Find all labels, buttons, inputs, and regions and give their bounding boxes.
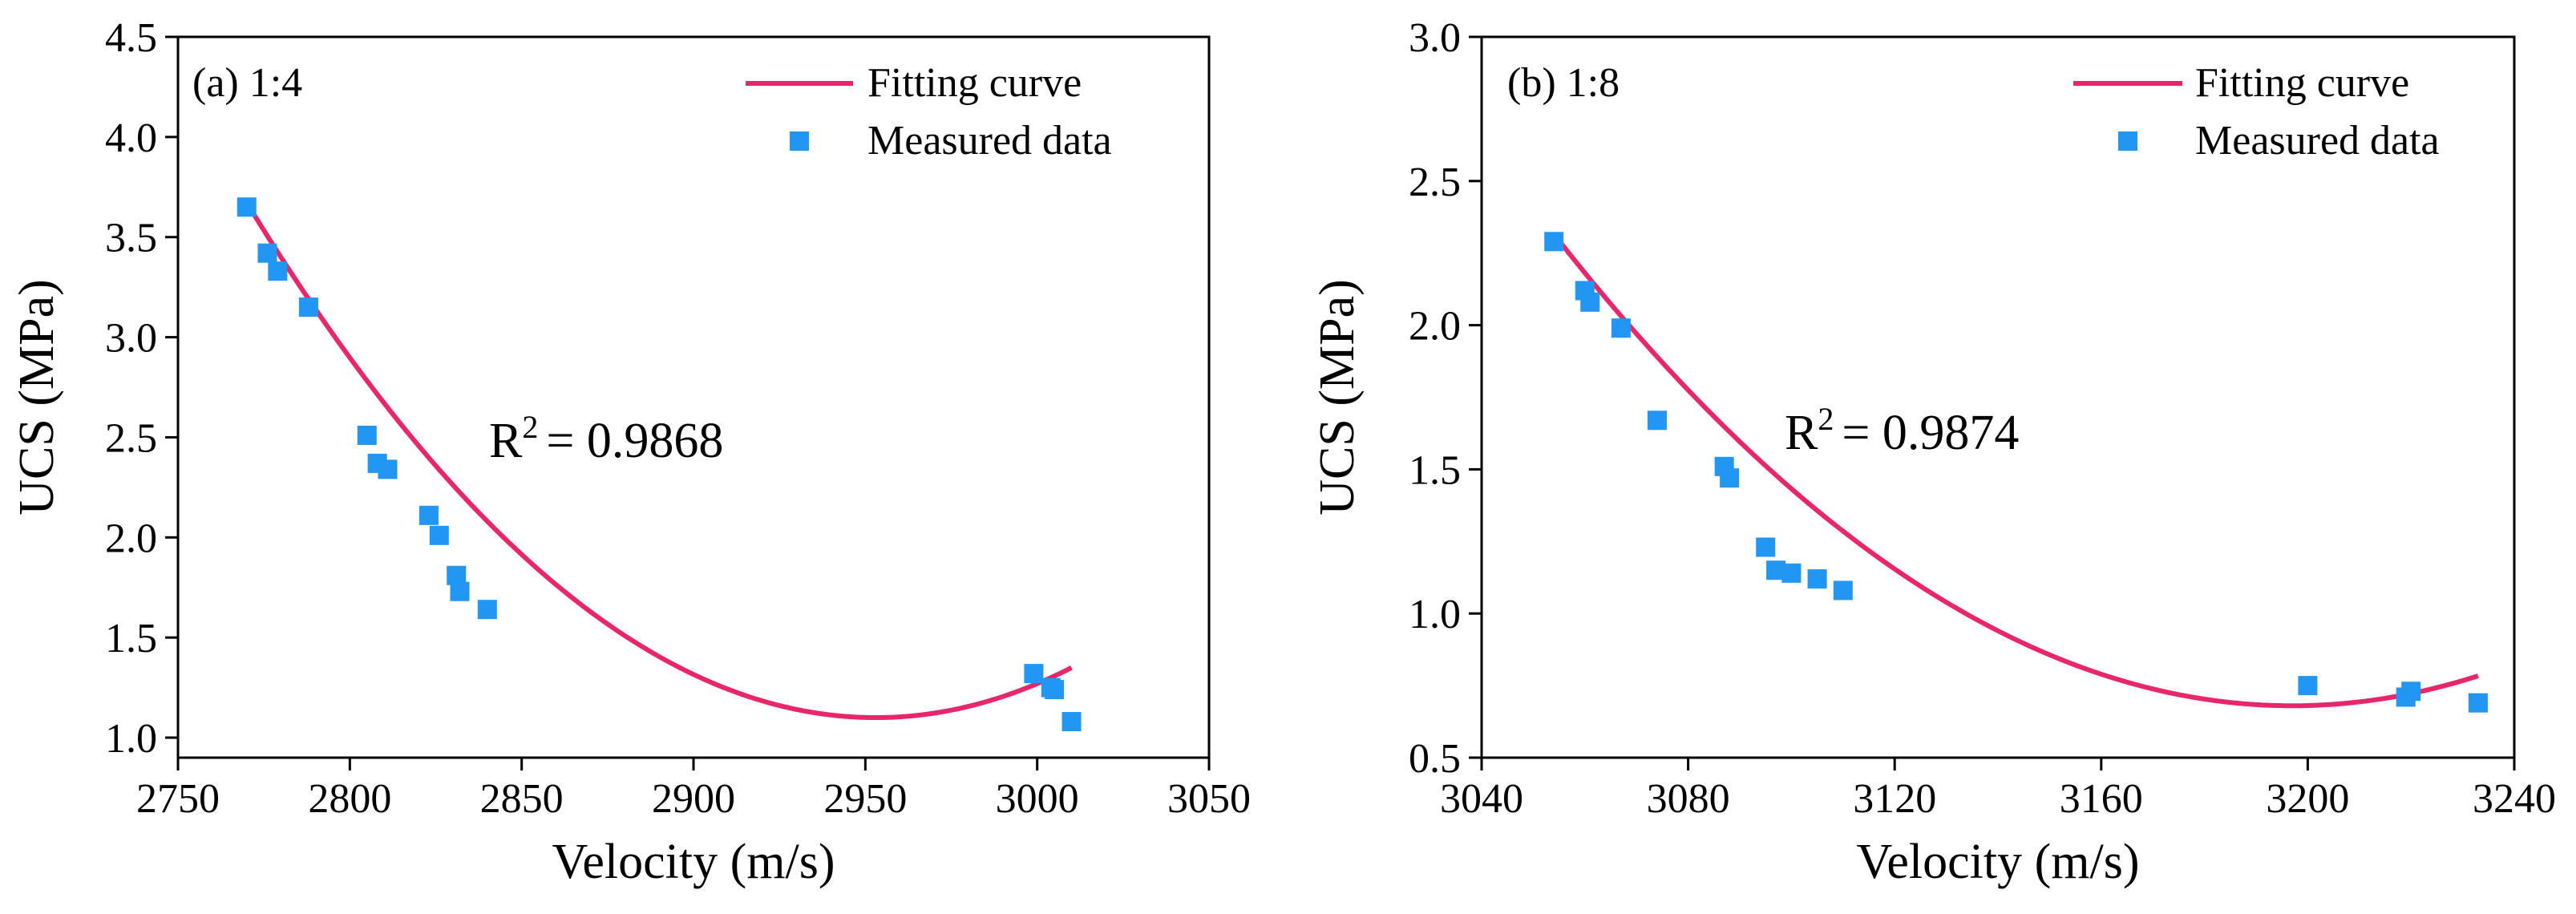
y-axis-title: UCS (MPa) [10, 279, 64, 516]
y-tick-label: 2.5 [105, 415, 157, 461]
plot-frame [1480, 35, 2516, 759]
r-squared-value: = 0.9874 [1842, 406, 2019, 460]
y-tick-label: 1.0 [1409, 592, 1461, 637]
r-squared-superscript: 2 [1818, 401, 1834, 437]
x-tick-label: 3040 [1440, 776, 1523, 822]
measured-data-point [450, 581, 470, 601]
legend-fitting-curve-label: Fitting curve [867, 60, 1082, 106]
x-tick-label: 3160 [2060, 776, 2143, 822]
measured-data-point [1045, 680, 1065, 700]
y-tick-label: 3.0 [105, 316, 157, 362]
y-tick-label: 4.0 [105, 115, 157, 161]
y-tick-label: 4.5 [105, 15, 157, 61]
x-tick-label: 3050 [1167, 776, 1251, 822]
y-tick-label: 1.5 [1409, 447, 1461, 493]
x-tick-label: 3240 [2473, 776, 2556, 822]
r-squared-base: R [1785, 406, 1818, 460]
measured-data-point [2468, 693, 2488, 713]
x-tick-label: 2750 [136, 776, 220, 822]
measured-data-point [357, 425, 377, 445]
panel-a: 2750 2800 2850 2900 2950 3000 3050 1.0 1.5 2.0 2.5… [10, 15, 1251, 889]
legend-measured-data-label: Measured data [2195, 118, 2440, 164]
panel-b: 3040 3080 3120 3160 3200 3240 0.5 1.0 1.5 2.0 2.5 3… [1310, 15, 2556, 889]
x-tick-label: 2850 [480, 776, 564, 822]
r-squared-superscript: 2 [522, 409, 538, 445]
y-tick-label: 3.5 [105, 216, 157, 261]
panel-label: (a) 1:4 [192, 60, 302, 106]
y-tick-label: 2.0 [1409, 304, 1461, 350]
measured-data-point [477, 600, 497, 620]
panel-label: (b) 1:8 [1507, 60, 1620, 106]
legend-measured-data-label: Measured data [867, 118, 1112, 164]
measured-data-point [268, 261, 288, 281]
measured-data-point [1544, 232, 1564, 252]
measured-data-point [429, 525, 449, 545]
x-axis-title: Velocity (m/s) [1857, 835, 2140, 889]
measured-data-point [2298, 676, 2318, 696]
fitting-curve-line [1551, 233, 2479, 709]
r-squared-base: R [489, 414, 523, 468]
measured-data-point [298, 297, 318, 317]
legend-fitting-curve-label: Fitting curve [2195, 60, 2409, 106]
x-tick-label: 3000 [996, 776, 1079, 822]
y-tick-label: 2.0 [105, 516, 157, 561]
y-axis-title: UCS (MPa) [1310, 279, 1365, 516]
measured-data-point [1720, 468, 1740, 488]
measured-data-point [1781, 563, 1802, 583]
y-tick-label: 1.5 [105, 616, 157, 661]
y-tick-label: 0.5 [1409, 736, 1461, 782]
measured-data-point [1062, 712, 1082, 732]
measured-data-point [257, 243, 277, 263]
fitting-curve-line [245, 201, 1073, 721]
measured-data-point [1024, 664, 1044, 684]
y-tick-label: 3.0 [1409, 15, 1461, 61]
measured-data-point [2401, 681, 2421, 702]
legend-measured-data-swatch [2118, 131, 2137, 151]
r-squared-annotation: R2 = 0.9874 [1785, 401, 2019, 460]
x-tick-label: 3200 [2266, 776, 2349, 822]
measured-data-point [237, 197, 257, 217]
measured-data-point [378, 459, 398, 479]
measured-data-point [1647, 410, 1667, 431]
x-tick-label: 3080 [1647, 776, 1730, 822]
measured-data-point [1807, 569, 1827, 589]
measured-data-point [1580, 292, 1600, 312]
x-axis-title: Velocity (m/s) [552, 835, 835, 889]
r-squared-annotation: R2 = 0.9868 [489, 409, 723, 468]
measured-data-point [1756, 537, 1776, 557]
measured-data-point [1833, 580, 1853, 601]
r-squared-value: = 0.9868 [546, 414, 723, 468]
x-tick-label: 2900 [652, 776, 735, 822]
y-tick-label: 2.5 [1409, 160, 1461, 205]
x-tick-label: 2950 [823, 776, 907, 822]
measured-data-point [419, 505, 439, 525]
x-tick-label: 2800 [308, 776, 391, 822]
x-tick-label: 3120 [1853, 776, 1936, 822]
measured-data-point [1611, 318, 1631, 338]
y-tick-label: 1.0 [105, 716, 157, 762]
legend-measured-data-swatch [790, 131, 809, 151]
